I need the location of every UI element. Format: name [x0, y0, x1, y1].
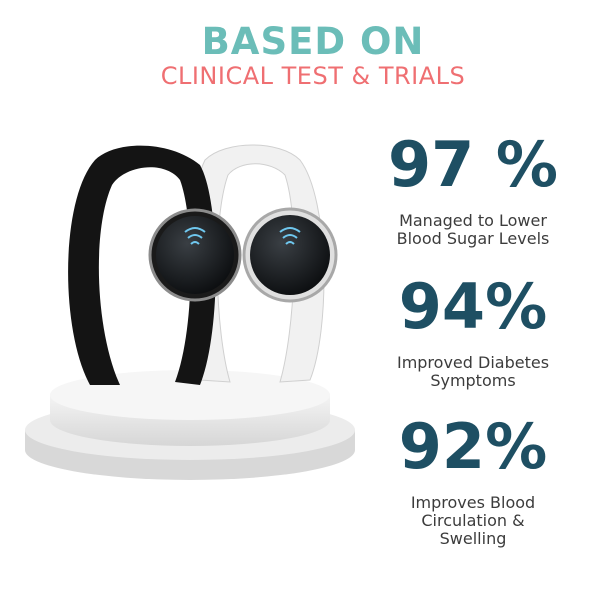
stat-label-line: Symptoms	[430, 371, 516, 390]
stat-value: 94%	[398, 270, 548, 343]
stat-value: 92%	[398, 410, 548, 483]
headline-subtitle: CLINICAL TEST & TRIALS	[160, 62, 466, 90]
stat-94: 94% Improved Diabetes Symptoms	[370, 274, 576, 390]
headline-title: BASED ON	[201, 20, 425, 63]
stat-label-line: Swelling	[439, 529, 507, 548]
stat-label-line: Improved Diabetes	[396, 353, 550, 372]
stat-label-line: Blood Sugar Levels	[396, 229, 550, 248]
stat-label: Managed to Lower Blood Sugar Levels	[370, 212, 576, 248]
stat-label-line: Circulation &	[421, 511, 525, 530]
stat-label: Improves Blood Circulation & Swelling	[370, 494, 576, 548]
pedestal	[25, 370, 355, 480]
stat-label: Improved Diabetes Symptoms	[370, 354, 576, 390]
black-bracelet	[68, 145, 242, 385]
stat-label-line: Improves Blood	[410, 493, 536, 512]
stat-92: 92% Improves Blood Circulation & Swellin…	[370, 414, 576, 548]
stat-label-line: Managed to Lower	[399, 211, 547, 230]
stat-value: 97 %	[388, 128, 558, 201]
stat-97: 97 % Managed to Lower Blood Sugar Levels	[370, 132, 576, 248]
